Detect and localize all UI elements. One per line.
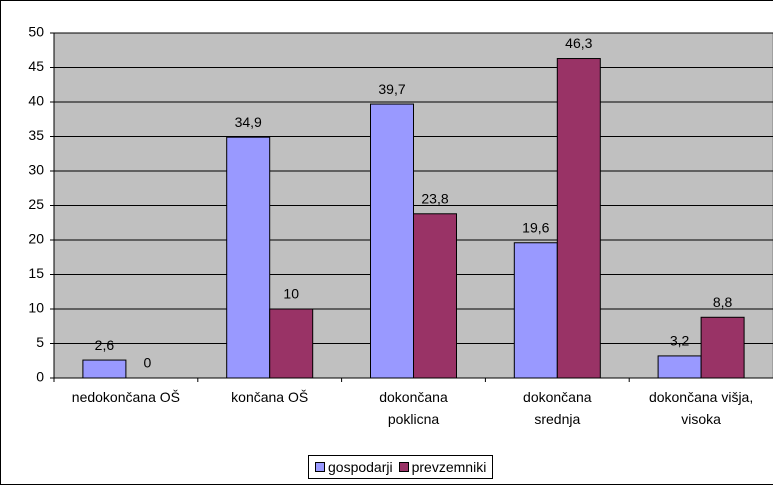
- y-tick-label: 40: [28, 93, 44, 109]
- data-label: 8,8: [713, 294, 733, 310]
- data-label: 34,9: [235, 114, 262, 130]
- bar: [700, 316, 745, 379]
- data-label: 23,8: [421, 190, 448, 206]
- bar: [82, 359, 127, 379]
- data-label: 39,7: [378, 81, 405, 97]
- legend-swatch: [315, 462, 325, 472]
- bar: [413, 213, 457, 379]
- y-tick-label: 20: [28, 231, 44, 247]
- x-tick-label: dokončana višja, visoka: [648, 389, 754, 427]
- bar: [269, 308, 314, 379]
- x-tick-label: končana OŠ: [231, 389, 309, 405]
- legend-swatch: [398, 462, 409, 472]
- y-tick-label: 50: [28, 24, 44, 40]
- data-label: 3,2: [670, 333, 690, 349]
- y-tick-label: 10: [28, 300, 44, 316]
- x-tick-label: nedokončana OŠ: [71, 389, 180, 405]
- legend-item: gospodarji: [315, 459, 393, 475]
- data-label: 19,6: [522, 219, 549, 235]
- data-label: 0: [144, 355, 152, 371]
- legend: gospodarji prevzemniki: [308, 455, 494, 479]
- x-tick-label: dokončana srednja: [523, 389, 592, 427]
- y-tick-label: 45: [28, 58, 44, 74]
- y-tick-label: 0: [36, 369, 44, 385]
- bar: [513, 242, 558, 379]
- y-tick-label: 25: [28, 196, 44, 212]
- legend-label: gospodarji: [328, 459, 393, 475]
- legend-label: prevzemniki: [411, 459, 487, 475]
- data-label: 10: [283, 286, 299, 302]
- bar: [657, 355, 702, 379]
- bar: [556, 58, 601, 379]
- y-tick-label: 15: [28, 265, 44, 281]
- y-tick-label: 5: [36, 334, 44, 350]
- x-tick-label: dokončana poklicna: [379, 389, 448, 427]
- y-tick-label: 35: [28, 127, 44, 143]
- data-label: 46,3: [565, 35, 592, 51]
- bar: [226, 136, 271, 379]
- data-label: 2,6: [95, 337, 115, 353]
- bar: [370, 103, 414, 379]
- legend-item: prevzemniki: [398, 459, 487, 475]
- y-tick-label: 30: [28, 162, 44, 178]
